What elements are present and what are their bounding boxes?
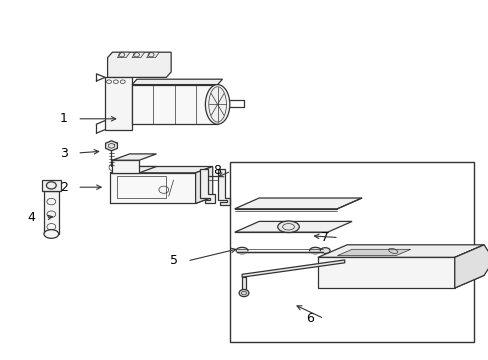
Text: 1: 1 [60,112,67,125]
Polygon shape [132,79,222,85]
Ellipse shape [205,85,229,124]
Text: 4: 4 [28,211,36,224]
Polygon shape [234,221,351,232]
Polygon shape [234,198,361,209]
Text: 8: 8 [213,165,221,177]
Text: 5: 5 [169,255,177,267]
Ellipse shape [44,230,59,238]
Polygon shape [112,166,156,173]
Text: 7: 7 [321,231,328,244]
Polygon shape [317,245,483,257]
Polygon shape [146,52,159,58]
Polygon shape [110,173,195,203]
Bar [229,162,473,342]
Polygon shape [112,154,156,160]
Polygon shape [242,260,344,277]
Polygon shape [110,197,212,203]
Polygon shape [44,191,59,234]
Polygon shape [200,169,215,203]
Polygon shape [41,180,61,191]
Text: 2: 2 [60,181,67,194]
Ellipse shape [236,247,247,254]
Text: 3: 3 [60,147,67,159]
Bar [117,176,166,198]
Polygon shape [105,77,132,130]
Polygon shape [217,169,229,205]
Polygon shape [454,245,488,288]
Ellipse shape [320,248,329,253]
Polygon shape [110,166,212,173]
Polygon shape [317,257,454,288]
Polygon shape [337,249,410,256]
Ellipse shape [239,289,248,297]
Polygon shape [454,245,483,288]
Polygon shape [132,85,217,124]
Polygon shape [105,141,117,151]
Polygon shape [112,160,139,173]
Polygon shape [242,277,245,292]
Polygon shape [195,166,212,203]
Text: 6: 6 [306,312,314,325]
Ellipse shape [277,221,299,233]
Polygon shape [107,52,171,77]
Polygon shape [132,52,144,58]
Polygon shape [117,52,130,58]
Ellipse shape [309,247,321,254]
